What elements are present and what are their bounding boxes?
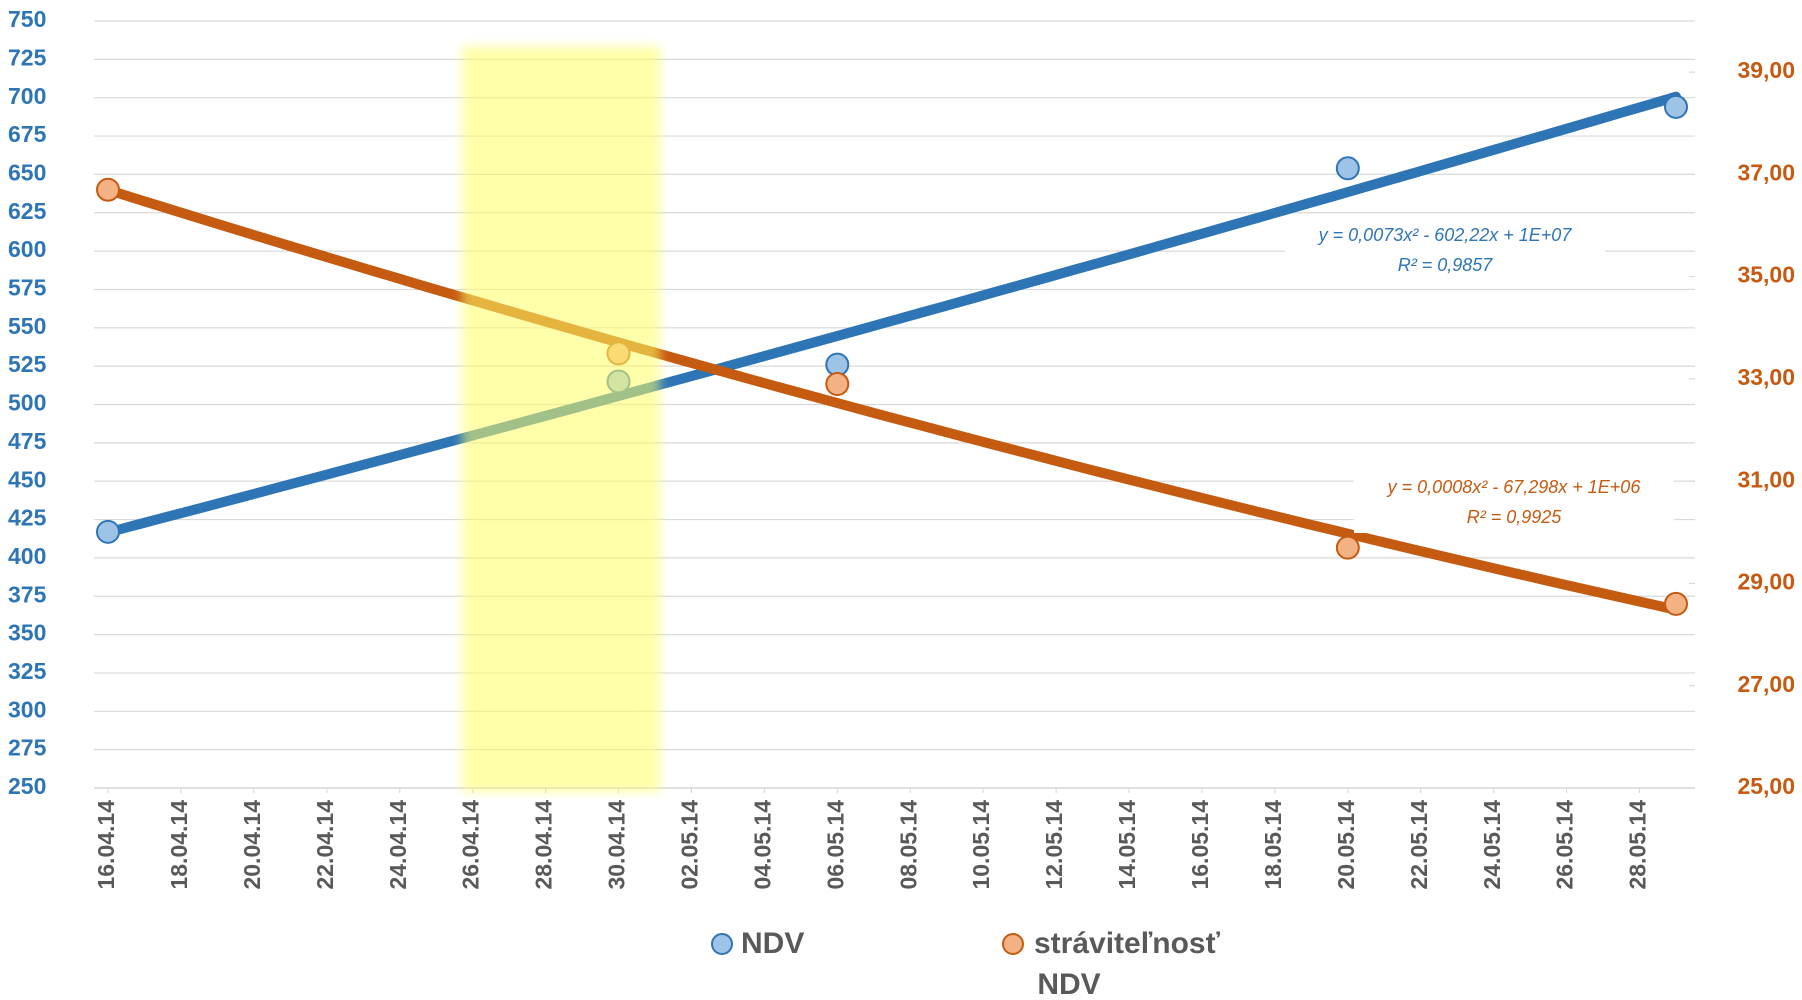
legend-marker — [711, 933, 733, 955]
legend-label: stráviteľnosť — [1034, 927, 1221, 960]
y-tick-label: 550 — [8, 313, 46, 339]
y-tick-label: 750 — [8, 6, 46, 32]
y-tick-label: 425 — [8, 505, 47, 531]
y-tick-label: 625 — [8, 198, 47, 224]
y-tick-label: 450 — [8, 466, 46, 492]
y-tick-label: 725 — [8, 44, 47, 70]
annotation: R² = 0,9857 — [1398, 255, 1494, 275]
x-tick-label: 08.05.14 — [895, 800, 921, 890]
y-tick-label: 475 — [8, 428, 47, 454]
y2-tick-label: 31,00 — [1737, 466, 1795, 492]
y2-tick-label: 37,00 — [1737, 159, 1795, 185]
data-point — [1664, 591, 1688, 616]
y-tick-label: 350 — [8, 620, 46, 646]
x-tick-label: 20.05.14 — [1333, 800, 1359, 890]
x-tick-label: 20.04.14 — [239, 800, 265, 890]
x-tick-label: 16.05.14 — [1187, 800, 1213, 890]
annotation-box — [1354, 471, 1674, 533]
data-point — [96, 177, 120, 202]
annotation-box — [1285, 219, 1605, 281]
y-tick-label: 575 — [8, 275, 47, 301]
trendline — [103, 184, 1681, 615]
x-tick-label: 28.04.14 — [531, 800, 557, 890]
x-tick-label: 26.05.14 — [1552, 800, 1578, 890]
x-tick-label: 10.05.14 — [968, 800, 994, 890]
y-tick-label: 650 — [8, 159, 46, 185]
x-tick-label: 24.04.14 — [385, 800, 411, 890]
x-tick-label: 04.05.14 — [749, 800, 775, 890]
y-tick-label: 700 — [8, 83, 46, 109]
x-tick-label: 22.05.14 — [1406, 800, 1432, 890]
data-point — [1335, 535, 1360, 560]
annotation: y = 0,0008x² - 67,298x + 1E+06 — [1386, 477, 1642, 497]
x-tick-label: 26.04.14 — [458, 800, 484, 890]
trendline — [103, 91, 1681, 538]
y-tick-label: 400 — [8, 543, 46, 569]
legend-label: NDV — [741, 927, 804, 960]
y-tick-label: 325 — [8, 658, 47, 684]
x-tick-label: 30.04.14 — [604, 800, 630, 890]
y-tick-label: 525 — [8, 351, 47, 377]
x-tick-label: 06.05.14 — [822, 800, 848, 890]
data-point — [96, 519, 120, 544]
y-tick-label: 600 — [8, 236, 46, 262]
y2-tick-label: 35,00 — [1737, 262, 1795, 288]
grid — [94, 20, 1695, 793]
x-tick-label: 02.05.14 — [677, 800, 703, 890]
x-tick-label: 14.05.14 — [1114, 800, 1140, 890]
plot — [96, 91, 1688, 616]
x-tick-label: 22.04.14 — [312, 800, 338, 890]
legend-marker — [1002, 933, 1024, 955]
y2-tick-label: 33,00 — [1737, 364, 1795, 390]
y2-tick-label: 25,00 — [1737, 773, 1795, 799]
x-tick-label: 28.05.14 — [1625, 800, 1651, 890]
x-tick-label: 18.05.14 — [1260, 800, 1286, 890]
y-tick-label: 275 — [8, 735, 47, 761]
y-tick-label: 250 — [8, 773, 46, 799]
annotation: R² = 0,9925 — [1467, 507, 1563, 527]
x-tick-label: 12.05.14 — [1041, 800, 1067, 890]
y2-tick-label: 39,00 — [1737, 57, 1795, 83]
y-tick-label: 300 — [8, 696, 46, 722]
x-tick-label: 24.05.14 — [1479, 800, 1505, 890]
y-tick-label: 500 — [8, 390, 46, 416]
y2-tick-label: 29,00 — [1737, 569, 1795, 595]
annotation: y = 0,0073x² - 602,22x + 1E+07 — [1317, 225, 1573, 245]
highlight-band — [462, 46, 660, 792]
x-tick-label: 16.04.14 — [93, 800, 119, 890]
y-tick-label: 675 — [8, 121, 47, 147]
data-point — [1335, 156, 1360, 181]
labels: 250 275 300 325 350 375 400 425 450 475 500 525 550 5… — [8, 6, 1795, 960]
y2-tick-label: 27,00 — [1737, 671, 1795, 697]
data-point — [825, 372, 850, 397]
y-tick-label: 375 — [8, 581, 47, 607]
data-point — [1664, 94, 1688, 119]
x-tick-label: 18.04.14 — [166, 800, 192, 890]
chart-title: NDV — [1037, 968, 1100, 1000]
